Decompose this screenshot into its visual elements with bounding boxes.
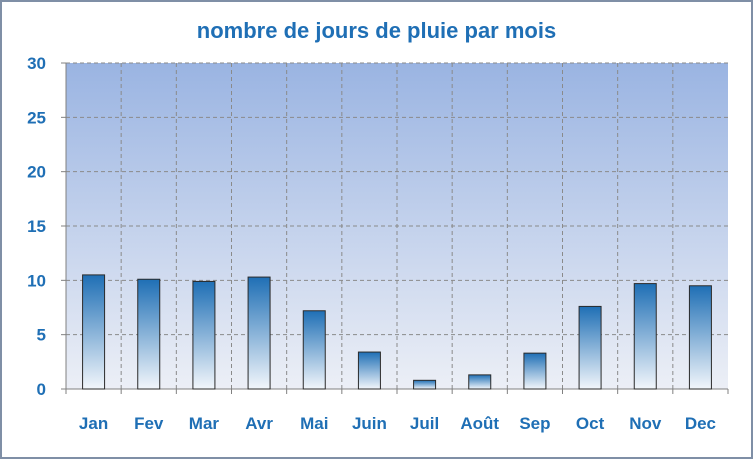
bar-nov [633, 283, 657, 390]
bar-jan [82, 274, 106, 390]
x-tick-label: Avr [245, 414, 273, 433]
bar-sep [523, 352, 547, 390]
bar-dec [688, 285, 712, 390]
y-tick-label: 10 [27, 271, 46, 290]
bar-août [468, 374, 492, 390]
y-tick-label: 5 [37, 326, 46, 345]
x-tick-label: Juil [410, 414, 439, 433]
y-tick-label: 25 [27, 108, 46, 127]
x-tick-label: Mai [300, 414, 328, 433]
y-tick-label: 20 [27, 163, 46, 182]
y-tick-label: 0 [37, 380, 46, 399]
x-tick-label: Fev [134, 414, 164, 433]
bar-juin [357, 351, 381, 390]
bar-mai [302, 310, 326, 390]
x-tick-label: Dec [685, 414, 716, 433]
bar-avr [247, 276, 271, 390]
bar-juil [413, 379, 437, 390]
x-tick-label: Août [460, 414, 499, 433]
x-tick-label: Nov [629, 414, 662, 433]
bar-oct [578, 305, 602, 390]
y-tick-label: 15 [27, 217, 46, 236]
chart-title: nombre de jours de pluie par mois [196, 18, 557, 43]
x-tick-label: Jan [79, 414, 108, 433]
bar-mar [192, 280, 216, 390]
x-tick-label: Mar [189, 414, 220, 433]
x-tick-label: Sep [519, 414, 550, 433]
x-tick-label: Juin [352, 414, 387, 433]
y-tick-label: 30 [27, 54, 46, 73]
x-tick-label: Oct [576, 414, 605, 433]
bar-fev [137, 278, 161, 390]
